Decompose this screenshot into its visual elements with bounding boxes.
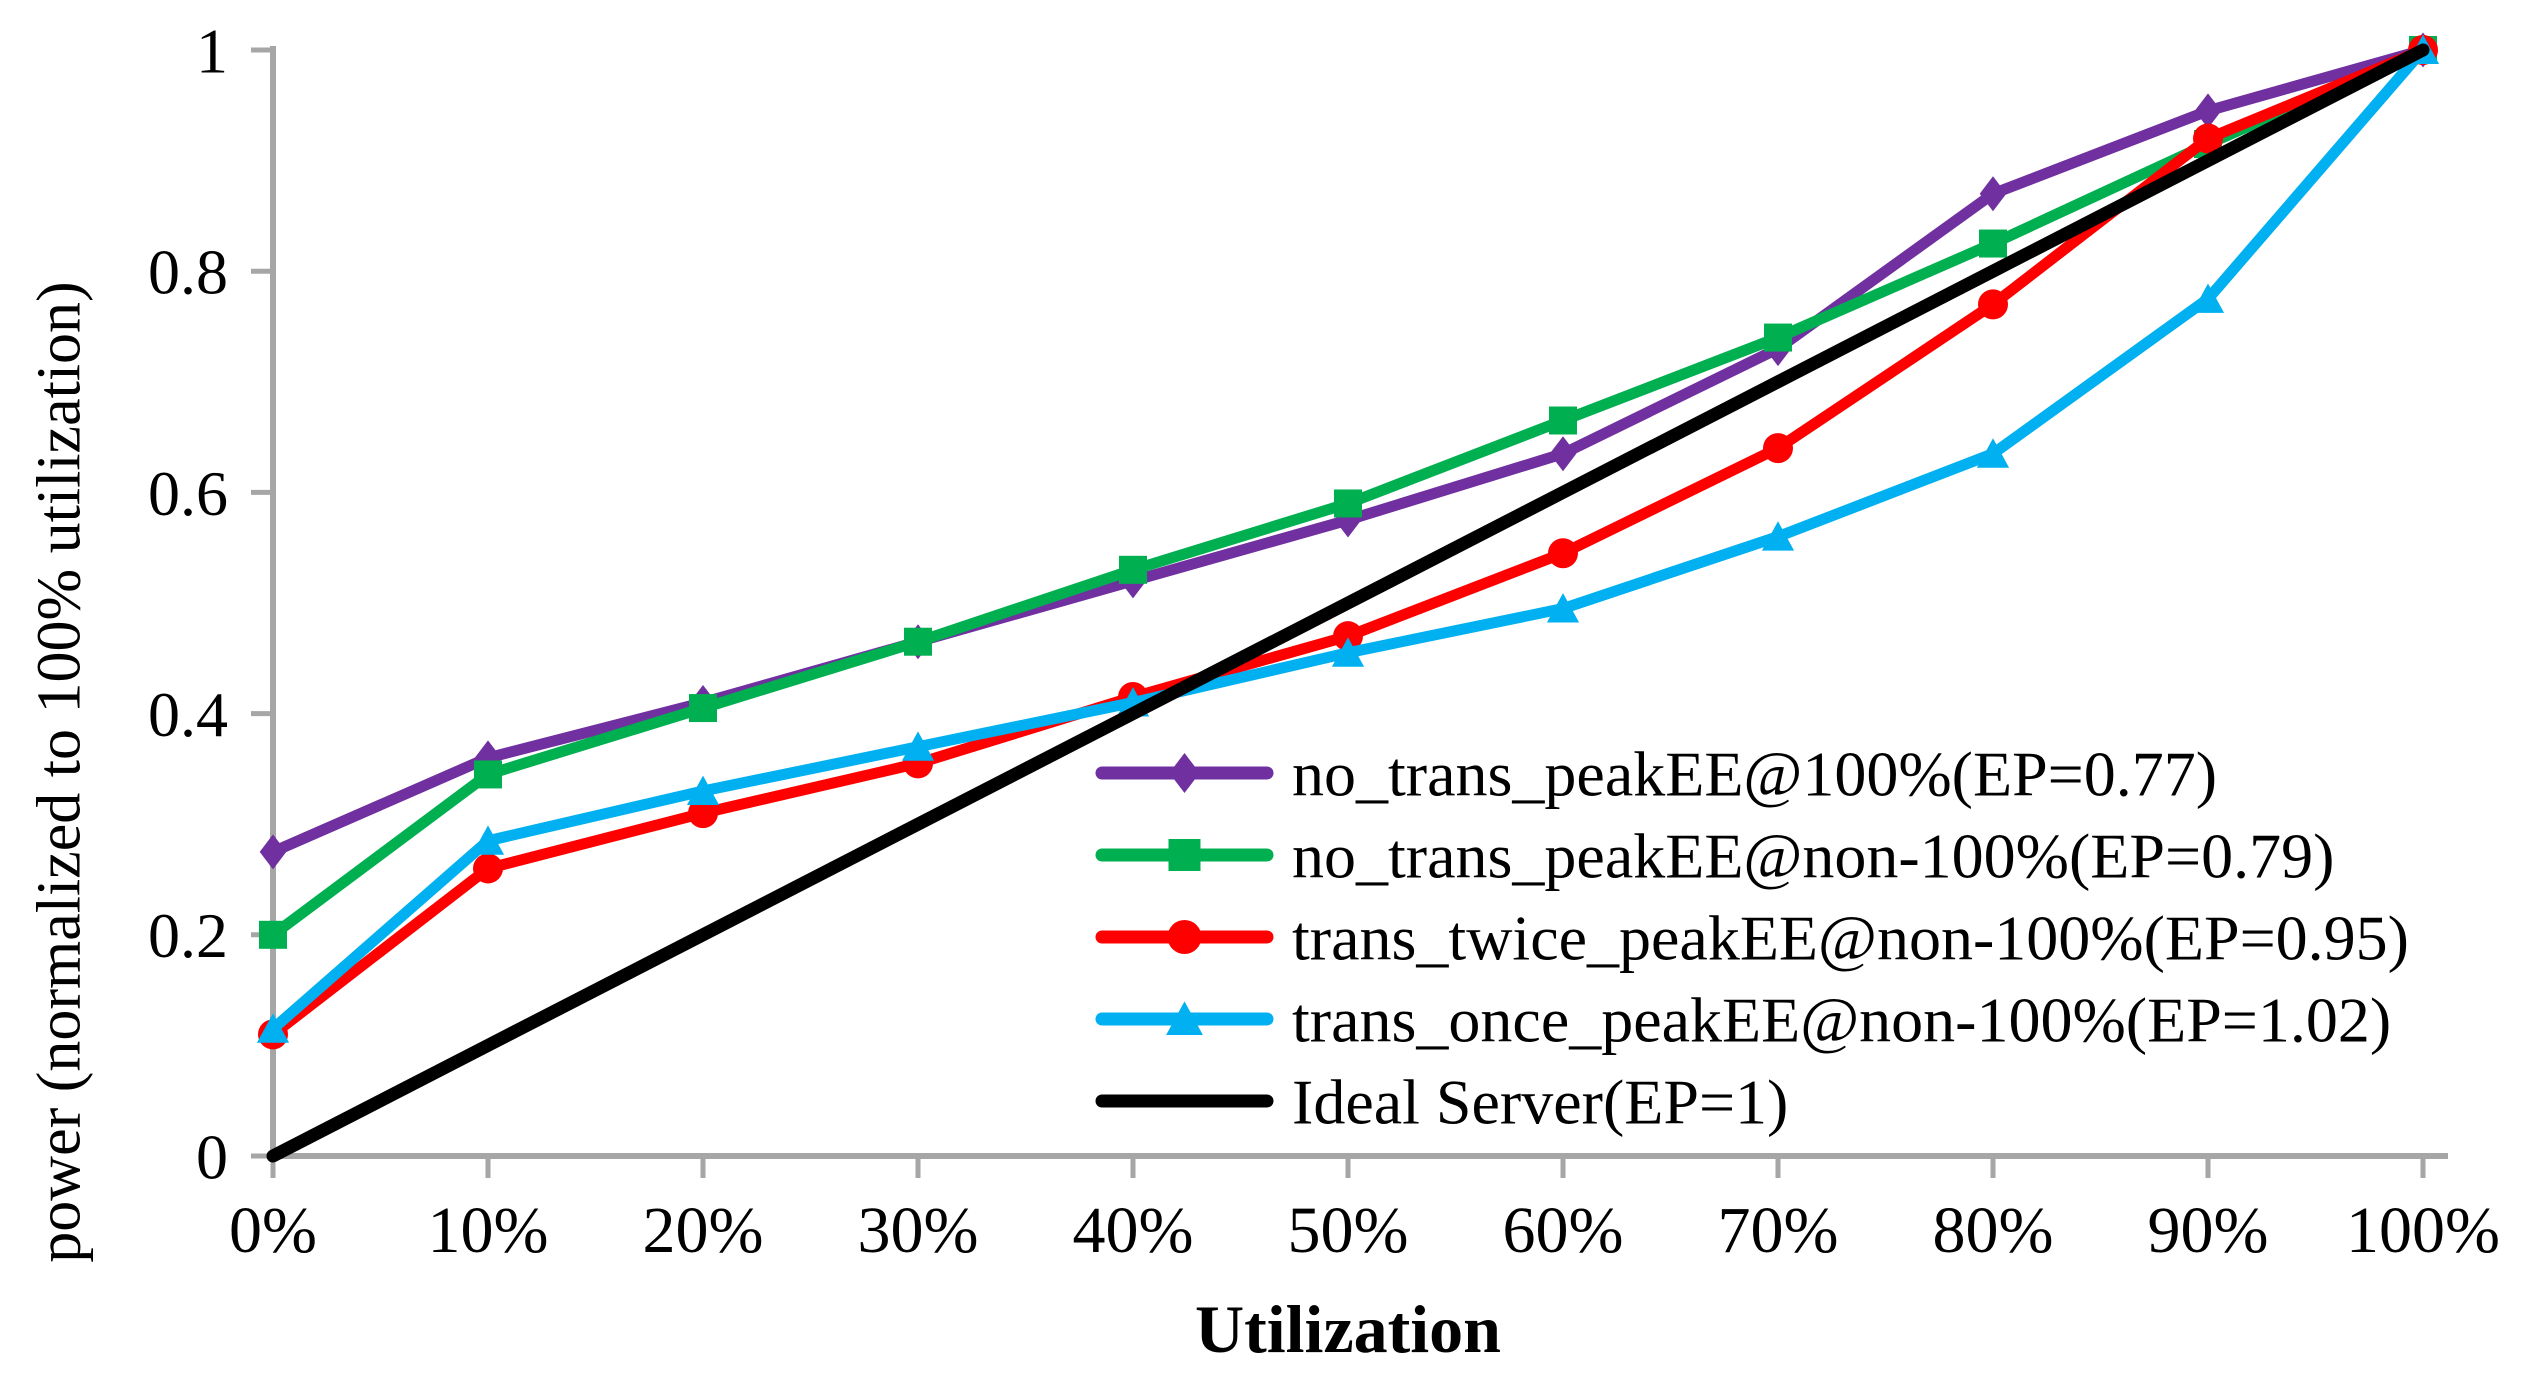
series-line (267, 44, 2429, 858)
x-tick-label: 30% (858, 1194, 979, 1267)
x-tick-label: 90% (2148, 1194, 2269, 1267)
diamond-marker (2194, 93, 2222, 129)
circle-marker (1978, 289, 2008, 320)
triangle-marker (1761, 521, 1795, 551)
square-marker (474, 760, 502, 789)
triangle-marker (256, 1013, 290, 1043)
x-tick-label: 40% (1073, 1194, 1194, 1267)
legend-item: no_trans_peakEE@non-100%(EP=0.79) (1095, 820, 2334, 891)
y-tick-label: 0.6 (148, 458, 228, 529)
circle-marker (2193, 123, 2223, 154)
x-tick-label: 50% (1288, 1194, 1409, 1267)
square-marker (259, 920, 287, 949)
y-tick-label: 0.4 (148, 679, 228, 750)
square-marker (1979, 229, 2007, 258)
square-marker (1764, 323, 1792, 352)
diamond-marker (259, 834, 287, 870)
series-2 (259, 36, 2437, 949)
triangle-marker (1976, 438, 2010, 468)
series-5 (266, 43, 2430, 1163)
circle-marker (1548, 538, 1578, 569)
x-tick-label: 60% (1503, 1194, 1624, 1267)
triangle-marker (471, 825, 505, 855)
circle-marker (1167, 920, 1202, 954)
y-tick-label: 1 (196, 15, 228, 86)
legend-item: trans_twice_peakEE@non-100%(EP=0.95) (1095, 902, 2409, 973)
y-tick-label: 0.8 (148, 237, 228, 308)
y-axis-title: power (normalized to 100% utilization) (25, 281, 94, 1263)
square-marker (904, 627, 932, 656)
axes: 00.20.40.60.810% 10% 20% 30% 40% 50% 60% 70% 80%… (148, 15, 2500, 1267)
y-tick-label: 0 (196, 1121, 228, 1192)
diamond-marker (1979, 176, 2007, 212)
legend-label: Ideal Server(EP=1) (1292, 1066, 1788, 1137)
circle-marker (1333, 621, 1363, 652)
legend-label: trans_twice_peakEE@non-100%(EP=0.95) (1292, 902, 2409, 973)
diamond-marker (1549, 436, 1577, 472)
triangle-marker (686, 775, 720, 806)
square-marker (1334, 489, 1362, 518)
legend-label: no_trans_peakEE@100%(EP=0.77) (1292, 738, 2217, 809)
legend-label: trans_once_peakEE@non-100%(EP=1.02) (1292, 984, 2391, 1055)
triangle-marker (2191, 283, 2225, 313)
square-marker (689, 694, 717, 723)
square-marker (1119, 555, 1147, 584)
legend-item: Ideal Server(EP=1) (1095, 1066, 1788, 1137)
x-axis-title: Utilization (1195, 1291, 1501, 1367)
triangle-marker (1546, 593, 1580, 623)
circle-marker (688, 798, 718, 829)
series-line (266, 43, 2430, 1163)
y-tick-label: 0.2 (148, 900, 228, 971)
series-4 (256, 34, 2440, 1043)
legend-item: no_trans_peakEE@100%(EP=0.77) (1095, 738, 2217, 809)
x-tick-label: 80% (1933, 1194, 2054, 1267)
triangle-marker (901, 731, 935, 761)
x-tick-label: 70% (1718, 1194, 1839, 1267)
circle-marker (1763, 433, 1793, 464)
series-lines (256, 32, 2440, 1163)
square-marker (1549, 406, 1577, 435)
diamond-marker (1169, 753, 1200, 793)
square-marker (1168, 839, 1201, 871)
x-tick-label: 0% (229, 1194, 317, 1267)
legend: no_trans_peakEE@100%(EP=0.77) no_trans_pe… (1095, 738, 2409, 1137)
x-tick-label: 10% (428, 1194, 549, 1267)
x-tick-label: 20% (643, 1194, 764, 1267)
triangle-marker (1331, 637, 1365, 667)
legend-item: trans_once_peakEE@non-100%(EP=1.02) (1095, 984, 2391, 1055)
triangle-marker (1166, 1001, 1203, 1035)
circle-marker (473, 853, 503, 884)
legend-label: no_trans_peakEE@non-100%(EP=0.79) (1292, 820, 2334, 891)
x-tick-label: 100% (2346, 1194, 2500, 1267)
